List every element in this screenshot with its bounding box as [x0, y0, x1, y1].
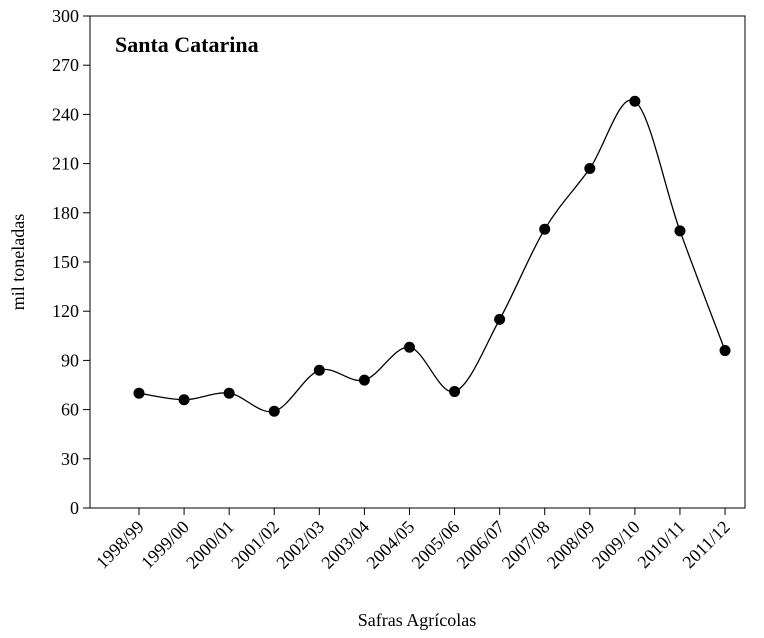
x-tick-label: 1999/00: [137, 517, 193, 573]
data-point: [133, 387, 145, 399]
data-point: [449, 386, 461, 398]
x-axis-label: Safras Agrícolas: [358, 610, 476, 630]
data-line: [138, 99, 726, 413]
y-tick-label: 180: [52, 203, 79, 223]
data-point: [719, 345, 731, 357]
x-tick-label: 2009/10: [588, 517, 644, 573]
y-tick-label: 300: [52, 6, 79, 26]
chart-title: Santa Catarina: [115, 32, 259, 57]
x-tick-label: 2010/11: [633, 517, 688, 572]
data-point: [584, 163, 596, 175]
y-tick-label: 210: [52, 154, 79, 174]
x-tick-label: 2001/02: [227, 517, 283, 573]
data-point: [674, 225, 686, 237]
data-point: [494, 313, 506, 325]
x-tick-label: 1998/99: [92, 517, 148, 573]
y-tick-label: 150: [52, 252, 79, 272]
y-tick-label: 90: [61, 350, 79, 370]
data-point: [223, 387, 235, 399]
data-point: [539, 223, 551, 235]
data-point: [268, 405, 280, 417]
y-tick-label: 270: [52, 55, 79, 75]
plot-frame: [89, 15, 746, 509]
x-tick-label: 2004/05: [362, 517, 418, 573]
data-point: [313, 364, 325, 376]
y-tick-label: 0: [70, 498, 79, 518]
x-tick-label: 2000/01: [182, 517, 238, 573]
x-tick-label: 2006/07: [453, 517, 509, 573]
x-tick-label: 2011/12: [678, 517, 733, 572]
y-tick-label: 240: [52, 104, 79, 124]
x-tick-label: 2003/04: [317, 517, 373, 573]
data-point: [403, 341, 415, 353]
data-point: [178, 394, 190, 406]
data-point: [629, 95, 641, 107]
x-tick-label: 2008/09: [543, 517, 599, 573]
y-tick-label: 120: [52, 301, 79, 321]
x-tick-label: 2002/03: [272, 517, 328, 573]
data-point: [358, 374, 370, 386]
y-tick-label: 30: [61, 449, 79, 469]
y-axis-label: mil toneladas: [8, 214, 28, 310]
x-tick-label: 2007/08: [498, 517, 554, 573]
y-tick-label: 60: [61, 400, 79, 420]
x-tick-label: 2005/06: [408, 517, 464, 573]
